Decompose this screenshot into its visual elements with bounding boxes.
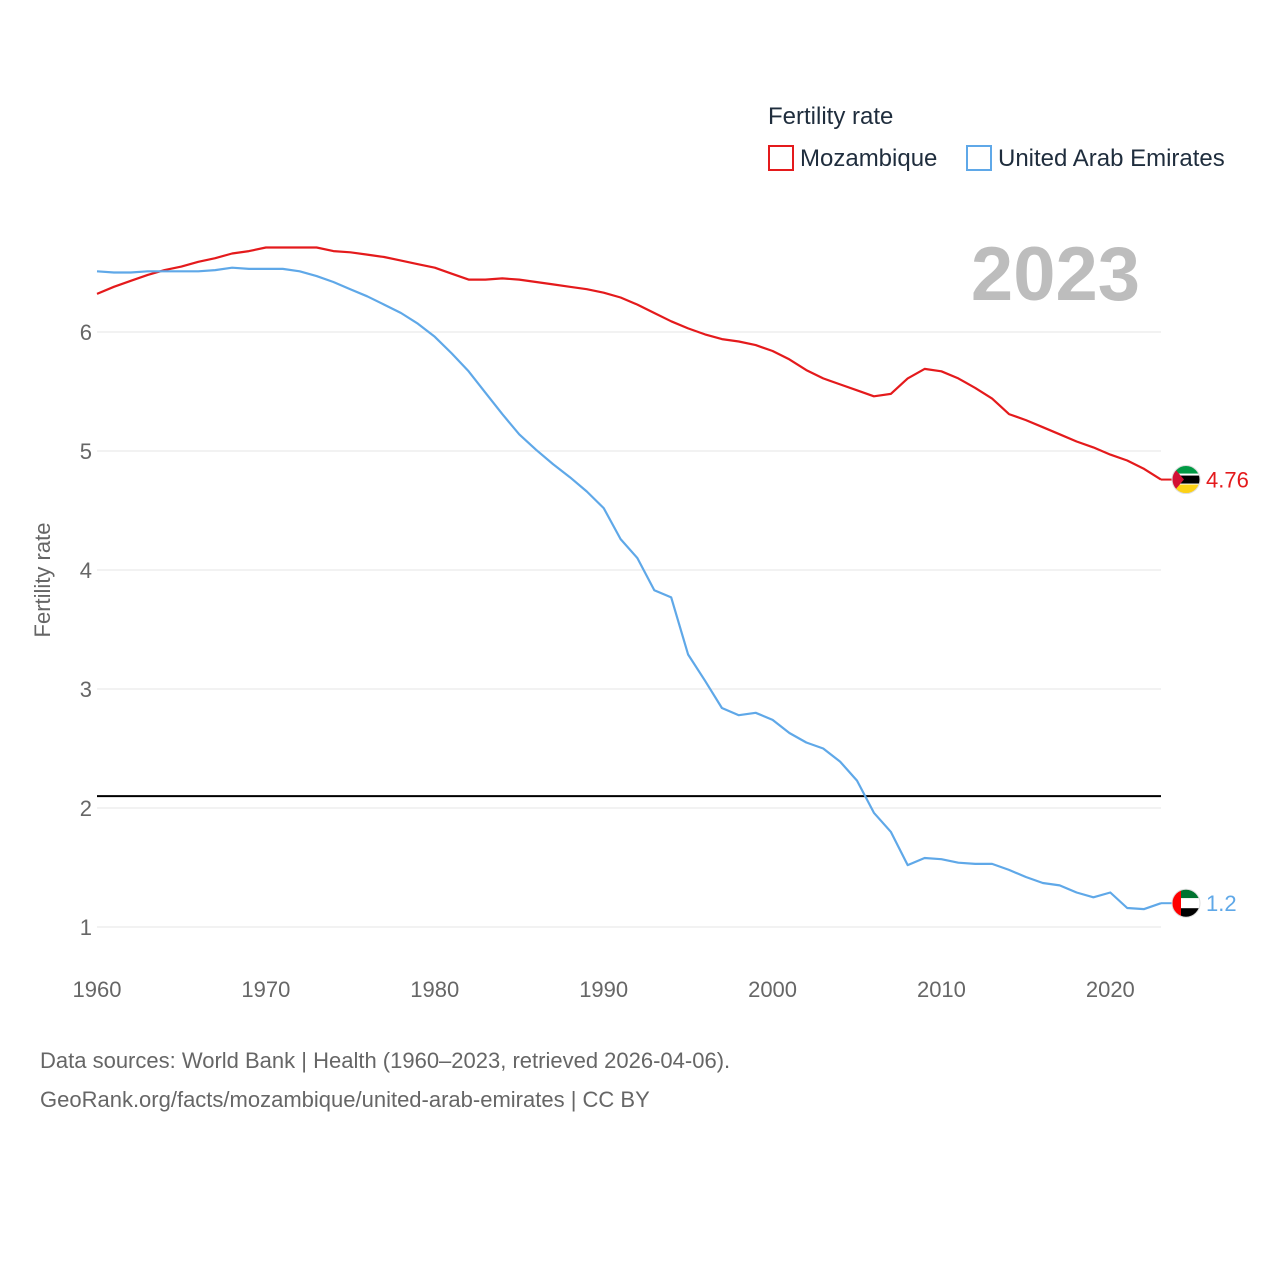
flag-stripe-green [1172, 465, 1200, 475]
series-line-uae [96, 266, 1162, 911]
flag-band-red [1172, 889, 1181, 918]
flag-stripe-green [1172, 889, 1200, 899]
series-lines [96, 246, 1162, 911]
x-tick-label: 2020 [1086, 977, 1135, 1002]
x-tick-label: 2010 [917, 977, 966, 1002]
legend: Fertility rate Mozambique United Arab Em… [768, 103, 1225, 172]
x-axis-ticks: 1960 1970 1980 1990 2000 2010 2020 [73, 977, 1135, 1002]
legend-label-uae: United Arab Emirates [998, 145, 1225, 172]
legend-item-uae[interactable]: United Arab Emirates [966, 145, 1225, 172]
flag-triangle-red [1172, 465, 1184, 494]
source-line-2[interactable]: GeoRank.org/facts/mozambique/united-arab… [40, 1087, 650, 1112]
y-tick-label: 6 [80, 320, 92, 345]
end-value-label-mozambique: 4.76 [1206, 468, 1249, 493]
flag-outline [1171, 465, 1201, 495]
y-tick-label: 3 [80, 677, 92, 702]
x-tick-label: 1980 [410, 977, 459, 1002]
flag-fill [1172, 465, 1200, 494]
y-tick-label: 5 [80, 439, 92, 464]
y-axis-title: Fertility rate [30, 523, 55, 638]
flag-marker-mozambique [1171, 465, 1201, 495]
flag-fill [1172, 889, 1200, 918]
flag-stripe-yellow [1172, 484, 1200, 494]
legend-title: Fertility rate [768, 103, 893, 130]
flag-outline [1171, 888, 1201, 918]
flag-stripe-black [1172, 474, 1200, 485]
series-line-mozambique [96, 246, 1162, 481]
year-label: 2023 [971, 232, 1140, 317]
flag-stripe-white-top [1172, 473, 1200, 476]
end-markers: 4.76 1.2 [1161, 465, 1249, 918]
flag-stripe-black [1172, 908, 1200, 918]
x-tick-label: 1990 [579, 977, 628, 1002]
source-line-1: Data sources: World Bank | Health (1960–… [40, 1048, 730, 1073]
flag-stripe-white [1172, 898, 1200, 909]
legend-item-mozambique[interactable]: Mozambique [768, 145, 937, 172]
gridlines [97, 331, 1161, 928]
y-tick-label: 2 [80, 796, 92, 821]
x-tick-label: 2000 [748, 977, 797, 1002]
end-value-label-uae: 1.2 [1206, 891, 1237, 916]
y-tick-label: 1 [80, 915, 92, 940]
x-tick-label: 1960 [73, 977, 122, 1002]
legend-swatch-mozambique [768, 145, 794, 171]
x-tick-label: 1970 [241, 977, 290, 1002]
flag-marker-uae [1171, 888, 1201, 918]
y-axis-ticks: 1 2 3 4 5 6 [80, 320, 92, 940]
legend-label-mozambique: Mozambique [800, 145, 937, 172]
y-tick-label: 4 [80, 558, 92, 583]
legend-swatch-uae [966, 145, 992, 171]
